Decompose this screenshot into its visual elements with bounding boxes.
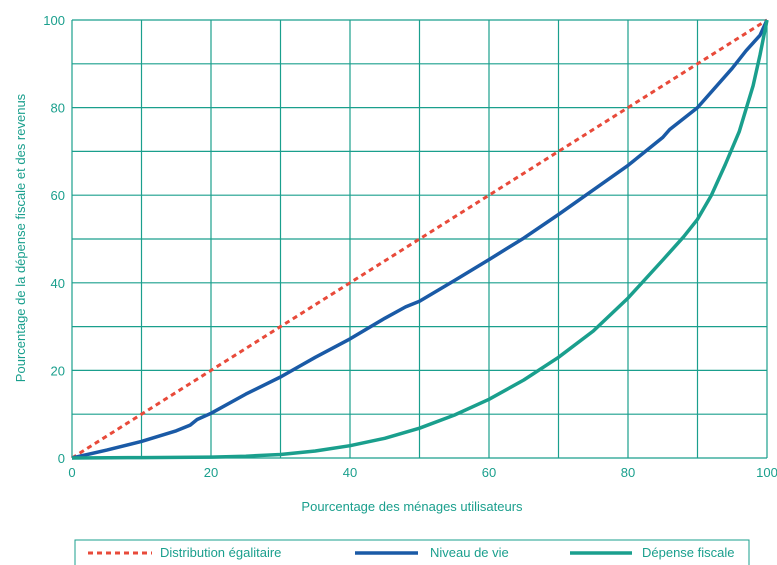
y-tick-label: 20: [51, 363, 65, 378]
tick-labels: 0 20 40 60 80 100 0 20 40 60 80 100: [43, 13, 777, 480]
legend-box: [74, 539, 750, 565]
legend-label-egalitaire: Distribution égalitaire: [160, 545, 281, 560]
y-tick-label: 80: [51, 101, 65, 116]
series-layer: [71, 18, 769, 460]
x-axis-title: Pourcentage des ménages utilisateurs: [301, 499, 523, 514]
y-tick-label: 60: [51, 188, 65, 203]
y-tick-label: 100: [43, 13, 65, 28]
x-tick-label: 40: [343, 465, 357, 480]
y-tick-label: 40: [51, 276, 65, 291]
y-tick-label: 0: [58, 451, 65, 466]
series-line-egalitaire: [71, 18, 768, 460]
x-tick-label: 60: [482, 465, 496, 480]
legend-label-niveau: Niveau de vie: [430, 545, 509, 560]
x-tick-label: 80: [621, 465, 635, 480]
x-tick-label: 0: [68, 465, 75, 480]
legend: Distribution égalitaire Niveau de vie Dé…: [74, 539, 750, 565]
y-axis-title: Pourcentage de la dépense fiscale et des…: [13, 93, 28, 382]
x-tick-label: 20: [204, 465, 218, 480]
grid: [71, 19, 768, 459]
series-line-depense: [71, 19, 769, 460]
x-tick-label: 100: [756, 465, 777, 480]
legend-label-depense: Dépense fiscale: [642, 545, 735, 560]
series-line-niveau: [71, 19, 769, 460]
